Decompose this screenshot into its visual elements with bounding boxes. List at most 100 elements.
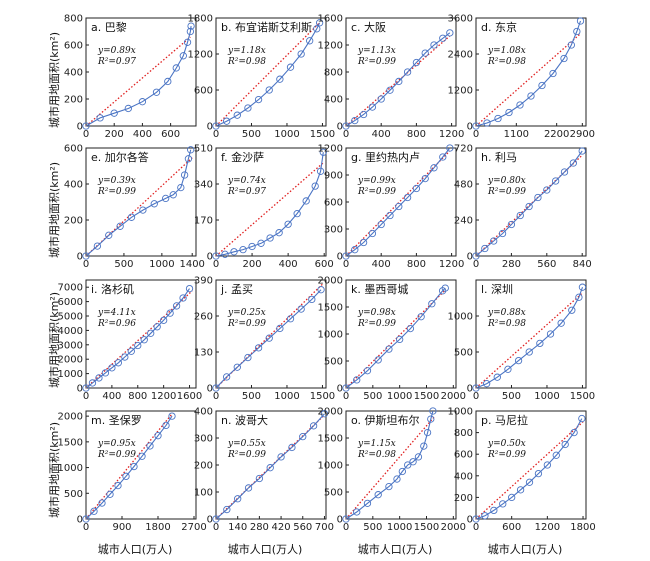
plot-frame	[85, 17, 197, 127]
y-tick-label: 340	[194, 180, 213, 191]
data-point	[309, 422, 318, 430]
x-axis-label-col2: 城市人口(万人)	[228, 542, 303, 556]
data-point	[152, 88, 161, 96]
data-point	[472, 122, 480, 130]
data-point	[313, 25, 321, 33]
fit-equation: y=0.88x	[487, 308, 526, 318]
fit-line	[85, 413, 173, 520]
y-tick-label: 0	[207, 515, 213, 526]
data-point	[106, 490, 114, 498]
data-point	[490, 237, 498, 245]
data-point	[578, 283, 587, 291]
data-point	[222, 117, 231, 125]
x-tick-label: 1800	[570, 522, 595, 533]
x-tick-label: 0	[213, 129, 219, 140]
data-point	[122, 472, 130, 480]
data-point	[185, 284, 194, 293]
data-point	[153, 323, 161, 331]
y-tick-label: 1000	[58, 463, 83, 474]
data-point	[276, 75, 284, 83]
data-point	[134, 341, 142, 350]
data-point	[169, 191, 177, 199]
observed-curve	[345, 32, 451, 127]
data-point	[494, 114, 502, 123]
data-point	[265, 86, 273, 94]
data-point	[395, 202, 403, 211]
panel-title: n. 波哥大	[221, 413, 268, 427]
data-point	[578, 414, 586, 423]
y-tick-label: 0	[337, 384, 343, 395]
x-tick-label: 2200	[544, 129, 569, 140]
data-point	[179, 52, 187, 60]
panel-title: h. 利马	[481, 151, 517, 164]
data-point	[472, 384, 480, 392]
observed-curve	[345, 287, 446, 389]
panel-title: f. 金沙萨	[221, 150, 264, 164]
data-point	[212, 384, 220, 392]
panel-m: 0 900 1800 2700 0 500 1000 1500 2000 m. 圣保罗 y=0.95…	[58, 410, 207, 533]
data-point	[351, 246, 359, 254]
fit-equation: y=1.13x	[357, 46, 396, 56]
fit-equation: y=1.08x	[487, 46, 526, 56]
data-point	[516, 101, 524, 109]
data-point	[302, 197, 310, 205]
y-tick-label: 300	[194, 434, 213, 445]
x-tick-label: 0	[343, 129, 349, 140]
plot-frame	[345, 410, 457, 520]
panel-title: j. 孟买	[220, 283, 253, 296]
data-point	[430, 41, 438, 49]
fit-equation: y=4.11x	[97, 308, 136, 318]
data-point	[560, 54, 568, 63]
data-point	[286, 63, 295, 71]
y-tick-label: 0	[337, 515, 343, 526]
panel-title: d. 东京	[481, 20, 517, 34]
data-point	[342, 515, 350, 523]
data-point	[516, 211, 524, 220]
y-tick-label: 400	[194, 407, 213, 418]
y-tick-label: 2000	[58, 355, 83, 366]
fit-equation: y=0.55x	[227, 439, 266, 449]
x-tick-label: 400	[372, 129, 391, 140]
data-point	[154, 432, 162, 440]
data-point	[82, 384, 90, 392]
x-tick-label: 2700	[181, 522, 206, 533]
data-point	[374, 491, 382, 499]
plot-frame	[475, 147, 587, 257]
x-axis-label-col4: 城市人口(万人)	[488, 542, 563, 556]
data-point	[353, 376, 361, 384]
data-point	[212, 252, 220, 260]
x-tick-label: 1600	[177, 391, 202, 402]
fit-line	[215, 161, 325, 257]
r-squared: R²=0.99	[227, 319, 266, 329]
data-point	[557, 319, 565, 327]
x-tick-label: 0	[473, 259, 479, 270]
data-point	[472, 252, 480, 260]
data-point	[166, 309, 174, 317]
r-squared: R²=0.98	[227, 57, 266, 67]
data-point	[266, 234, 274, 242]
x-tick-label: 400	[133, 129, 152, 140]
fit-line	[475, 292, 583, 389]
y-tick-label: 800	[454, 428, 473, 439]
data-point	[546, 330, 555, 338]
x-tick-label: 800	[407, 129, 426, 140]
data-point	[514, 356, 523, 365]
data-point	[168, 412, 176, 420]
data-point	[121, 353, 129, 361]
fit-equation: y=1.18x	[227, 46, 266, 56]
data-point	[82, 252, 90, 260]
fit-line	[85, 290, 193, 389]
y-tick-label: 5000	[58, 312, 83, 323]
r-squared: R²=0.98	[487, 57, 526, 67]
data-point	[430, 164, 438, 172]
x-tick-label: 0	[343, 391, 349, 402]
y-tick-label: 500	[64, 489, 83, 500]
data-point	[186, 27, 195, 36]
data-point	[441, 284, 449, 292]
data-point	[88, 379, 97, 387]
data-point	[257, 239, 265, 247]
y-tick-label: 390	[194, 276, 213, 287]
panel-title: k. 墨西哥城	[351, 283, 408, 296]
